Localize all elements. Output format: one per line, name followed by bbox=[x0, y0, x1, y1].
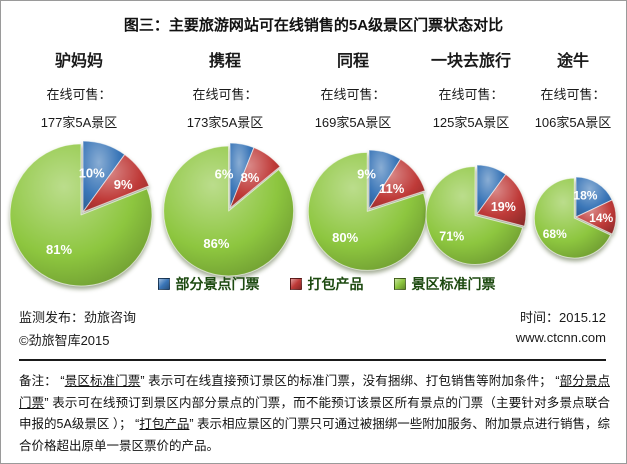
site-subtitle: 在线可售： bbox=[438, 87, 504, 102]
pie-slice-label: 81% bbox=[46, 242, 72, 257]
pie-slice-label: 80% bbox=[332, 230, 358, 245]
pie-slice-打包产品 bbox=[575, 199, 617, 235]
footer-copyright: ©劲旅智库2015 bbox=[19, 333, 110, 348]
divider bbox=[19, 359, 606, 361]
site-column-tongcheng: 同程 在线可售： 169家5A景区 bbox=[278, 47, 428, 131]
site-count: 106家5A景区 bbox=[534, 115, 612, 130]
pie-slice-label: 10% bbox=[79, 165, 105, 180]
pie-slice-label: 6% bbox=[215, 167, 234, 182]
pie-slice-label: 71% bbox=[439, 229, 464, 243]
pie-slice-打包产品 bbox=[476, 173, 527, 227]
pie-slice-label: 9% bbox=[114, 177, 133, 192]
pie-slice-label: 86% bbox=[203, 236, 229, 251]
site-subtitle: 在线可售： bbox=[46, 87, 112, 102]
site-count: 173家5A景区 bbox=[186, 115, 264, 130]
site-subtitle: 在线可售： bbox=[192, 87, 258, 102]
pie-slice-label: 18% bbox=[573, 189, 597, 203]
site-name: 同程 bbox=[336, 53, 369, 70]
site-count: 125家5A景区 bbox=[432, 115, 510, 130]
pie-slice-景区标准门票 bbox=[307, 151, 427, 271]
footer-date: 时间：2015.12 bbox=[520, 310, 606, 325]
pie-chart-携程: 6% 8% 86% bbox=[163, 142, 295, 277]
site-count: 169家5A景区 bbox=[314, 115, 392, 130]
site-column-ctrip: 携程 在线可售： 173家5A景区 bbox=[150, 47, 300, 131]
legend-item-partial: 部分景点门票 bbox=[157, 274, 260, 294]
pie-slice-打包产品 bbox=[368, 158, 426, 210]
pie-slice-label: 68% bbox=[543, 227, 567, 241]
site-column-lvmama: 驴妈妈 在线可售： 177家5A景区 bbox=[4, 47, 154, 131]
site-column-yikuaiqu: 一块去旅行 在线可售： 125家5A景区 bbox=[396, 47, 546, 131]
pie-chart-同程: 9%11% 80% bbox=[307, 149, 427, 271]
site-name: 携程 bbox=[208, 53, 241, 70]
legend-swatch-green-icon bbox=[393, 278, 406, 290]
legend-swatch-red-icon bbox=[289, 278, 302, 290]
pie-slice-label: 14% bbox=[589, 211, 613, 225]
footnote-term: 打包产品 bbox=[139, 417, 190, 431]
footer-publisher: 监测发布：劲旅咨询 bbox=[19, 310, 137, 325]
pie-slice-打包产品 bbox=[82, 154, 150, 213]
pie-slice-部分景点门票 bbox=[575, 176, 613, 218]
site-name: 驴妈妈 bbox=[54, 53, 103, 70]
footnote-term: 景区标准门票 bbox=[64, 374, 141, 388]
pie-chart-一块去旅行: 19% 71% bbox=[425, 164, 527, 265]
pie-slice-景区标准门票 bbox=[9, 143, 153, 287]
pie-slice-label: 19% bbox=[491, 200, 516, 214]
pie-slice-label: 9% bbox=[357, 167, 376, 182]
site-subtitle: 在线可售： bbox=[540, 87, 606, 102]
footnote: 备注： “景区标准门票” 表示可在线直接预订景区的标准门票，没有捆绑、打包销售等… bbox=[19, 374, 610, 453]
legend-label: 打包产品 bbox=[307, 276, 364, 292]
pie-slice-景区标准门票 bbox=[163, 145, 295, 277]
footer-website: www.ctcnn.com bbox=[515, 330, 606, 345]
pie-slice-label: 11% bbox=[379, 181, 405, 196]
pie-slice-label: 8% bbox=[241, 170, 260, 185]
site-name: 途牛 bbox=[556, 53, 589, 70]
legend-label: 景区标准门票 bbox=[411, 276, 496, 292]
site-column-tuniu: 途牛 在线可售： 106家5A景区 bbox=[498, 47, 626, 131]
legend-item-package: 打包产品 bbox=[289, 274, 364, 294]
pie-slice-景区标准门票 bbox=[533, 177, 612, 259]
pie-slice-打包产品 bbox=[229, 147, 281, 209]
legend-label: 部分景点门票 bbox=[175, 276, 260, 292]
legend-swatch-blue-icon bbox=[157, 278, 170, 290]
page-title: 图三：主要旅游网站可在线销售的5A级景区门票状态对比 bbox=[123, 17, 504, 34]
pie-chart-途牛: 18% 14% 68% bbox=[533, 176, 617, 259]
pie-chart-驴妈妈: 10% 9% 81% bbox=[9, 140, 153, 287]
legend: 部分景点门票 打包产品 景区标准门票 bbox=[1, 274, 626, 294]
legend-item-standard: 景区标准门票 bbox=[393, 274, 496, 294]
pie-slice-景区标准门票 bbox=[425, 166, 524, 265]
site-subtitle: 在线可售： bbox=[320, 87, 386, 102]
site-count: 177家5A景区 bbox=[40, 115, 118, 130]
site-name: 一块去旅行 bbox=[430, 53, 511, 70]
footnote-term: 部分景点门票 bbox=[19, 374, 610, 410]
